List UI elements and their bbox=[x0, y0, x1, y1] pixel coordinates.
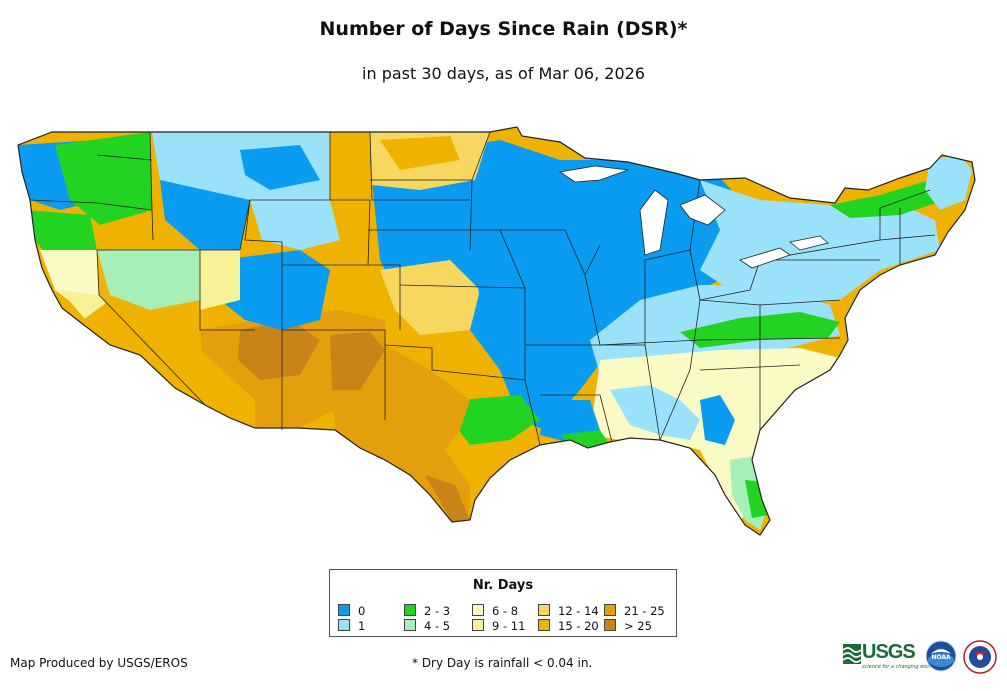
dsr-region bbox=[455, 395, 540, 445]
legend-title: Nr. Days bbox=[472, 578, 534, 593]
legend-swatch bbox=[604, 619, 616, 631]
legend-label: 6 - 8 bbox=[492, 604, 519, 618]
legend-swatch bbox=[338, 619, 350, 631]
legend-label: 9 - 11 bbox=[492, 619, 526, 633]
legend-item: 12 - 14 bbox=[538, 604, 599, 618]
legend-label: 1 bbox=[358, 619, 366, 633]
legend-label: 21 - 25 bbox=[624, 604, 665, 618]
dsr-region bbox=[55, 132, 152, 225]
dsr-region bbox=[220, 250, 330, 330]
map-credit: Map Produced by USGS/EROS bbox=[10, 656, 188, 670]
legend-label: 15 - 20 bbox=[558, 619, 599, 633]
legend-swatch bbox=[404, 604, 416, 616]
dsr-region bbox=[80, 300, 255, 428]
noaa-logo-text: NOAA bbox=[931, 654, 951, 661]
dsr-region bbox=[110, 260, 190, 305]
legend-swatch bbox=[338, 604, 350, 616]
legend-item: 21 - 25 bbox=[604, 604, 665, 618]
dsr-region bbox=[470, 230, 590, 360]
us-precipitation-map bbox=[17, 126, 976, 536]
usgs-logo-text: USGS bbox=[862, 641, 916, 663]
great-lakes bbox=[558, 165, 829, 269]
dsr-region bbox=[200, 250, 240, 310]
legend-item: 2 - 3 bbox=[404, 604, 450, 618]
dsr-region bbox=[240, 145, 320, 190]
dsr-region bbox=[25, 210, 97, 260]
dsr-region bbox=[238, 320, 320, 380]
dry-day-footnote: * Dry Day is rainfall < 0.04 in. bbox=[412, 656, 593, 670]
dsr-region bbox=[700, 395, 735, 445]
dsr-region bbox=[425, 475, 470, 522]
nws-logo-icon bbox=[963, 640, 997, 674]
dsr-region bbox=[330, 345, 470, 522]
legend-swatch bbox=[604, 604, 616, 616]
legend-label: 4 - 5 bbox=[424, 619, 451, 633]
dsr-region bbox=[330, 332, 385, 390]
legend-item: 6 - 8 bbox=[472, 604, 518, 618]
legend-label: 0 bbox=[358, 604, 366, 618]
dsr-region bbox=[160, 180, 250, 250]
dsr-region bbox=[380, 260, 480, 335]
legend-label: 2 - 3 bbox=[424, 604, 451, 618]
legend-item: 1 bbox=[338, 619, 365, 633]
state-boundaries bbox=[29, 131, 936, 446]
dsr-region bbox=[250, 200, 340, 250]
legend-item: 9 - 11 bbox=[472, 619, 525, 633]
legend-swatch bbox=[472, 604, 484, 616]
map-title: Number of Days Since Rain (DSR)* bbox=[319, 18, 688, 40]
legend-label: 12 - 14 bbox=[558, 604, 599, 618]
dsr-region bbox=[925, 155, 972, 210]
legend-item: 4 - 5 bbox=[404, 619, 450, 633]
legend-swatch bbox=[538, 619, 550, 631]
legend-label: > 25 bbox=[624, 619, 652, 633]
legend-swatch bbox=[538, 604, 550, 616]
legend-item: 0 bbox=[338, 604, 365, 618]
legend-swatch bbox=[404, 619, 416, 631]
legend-item: 15 - 20 bbox=[538, 619, 599, 633]
dsr-region bbox=[830, 180, 945, 218]
dsr-region bbox=[380, 136, 460, 170]
noaa-logo-icon: NOAA bbox=[925, 640, 957, 672]
legend-swatch bbox=[472, 619, 484, 631]
usgs-logo: USGS science for a changing world bbox=[843, 641, 934, 671]
legend-item: > 25 bbox=[604, 619, 652, 633]
map-subtitle: in past 30 days, as of Mar 06, 2026 bbox=[362, 64, 645, 83]
usgs-wave-icon bbox=[843, 644, 861, 664]
dsr-region bbox=[40, 250, 99, 305]
usgs-logo-tagline: science for a changing world bbox=[862, 664, 934, 670]
